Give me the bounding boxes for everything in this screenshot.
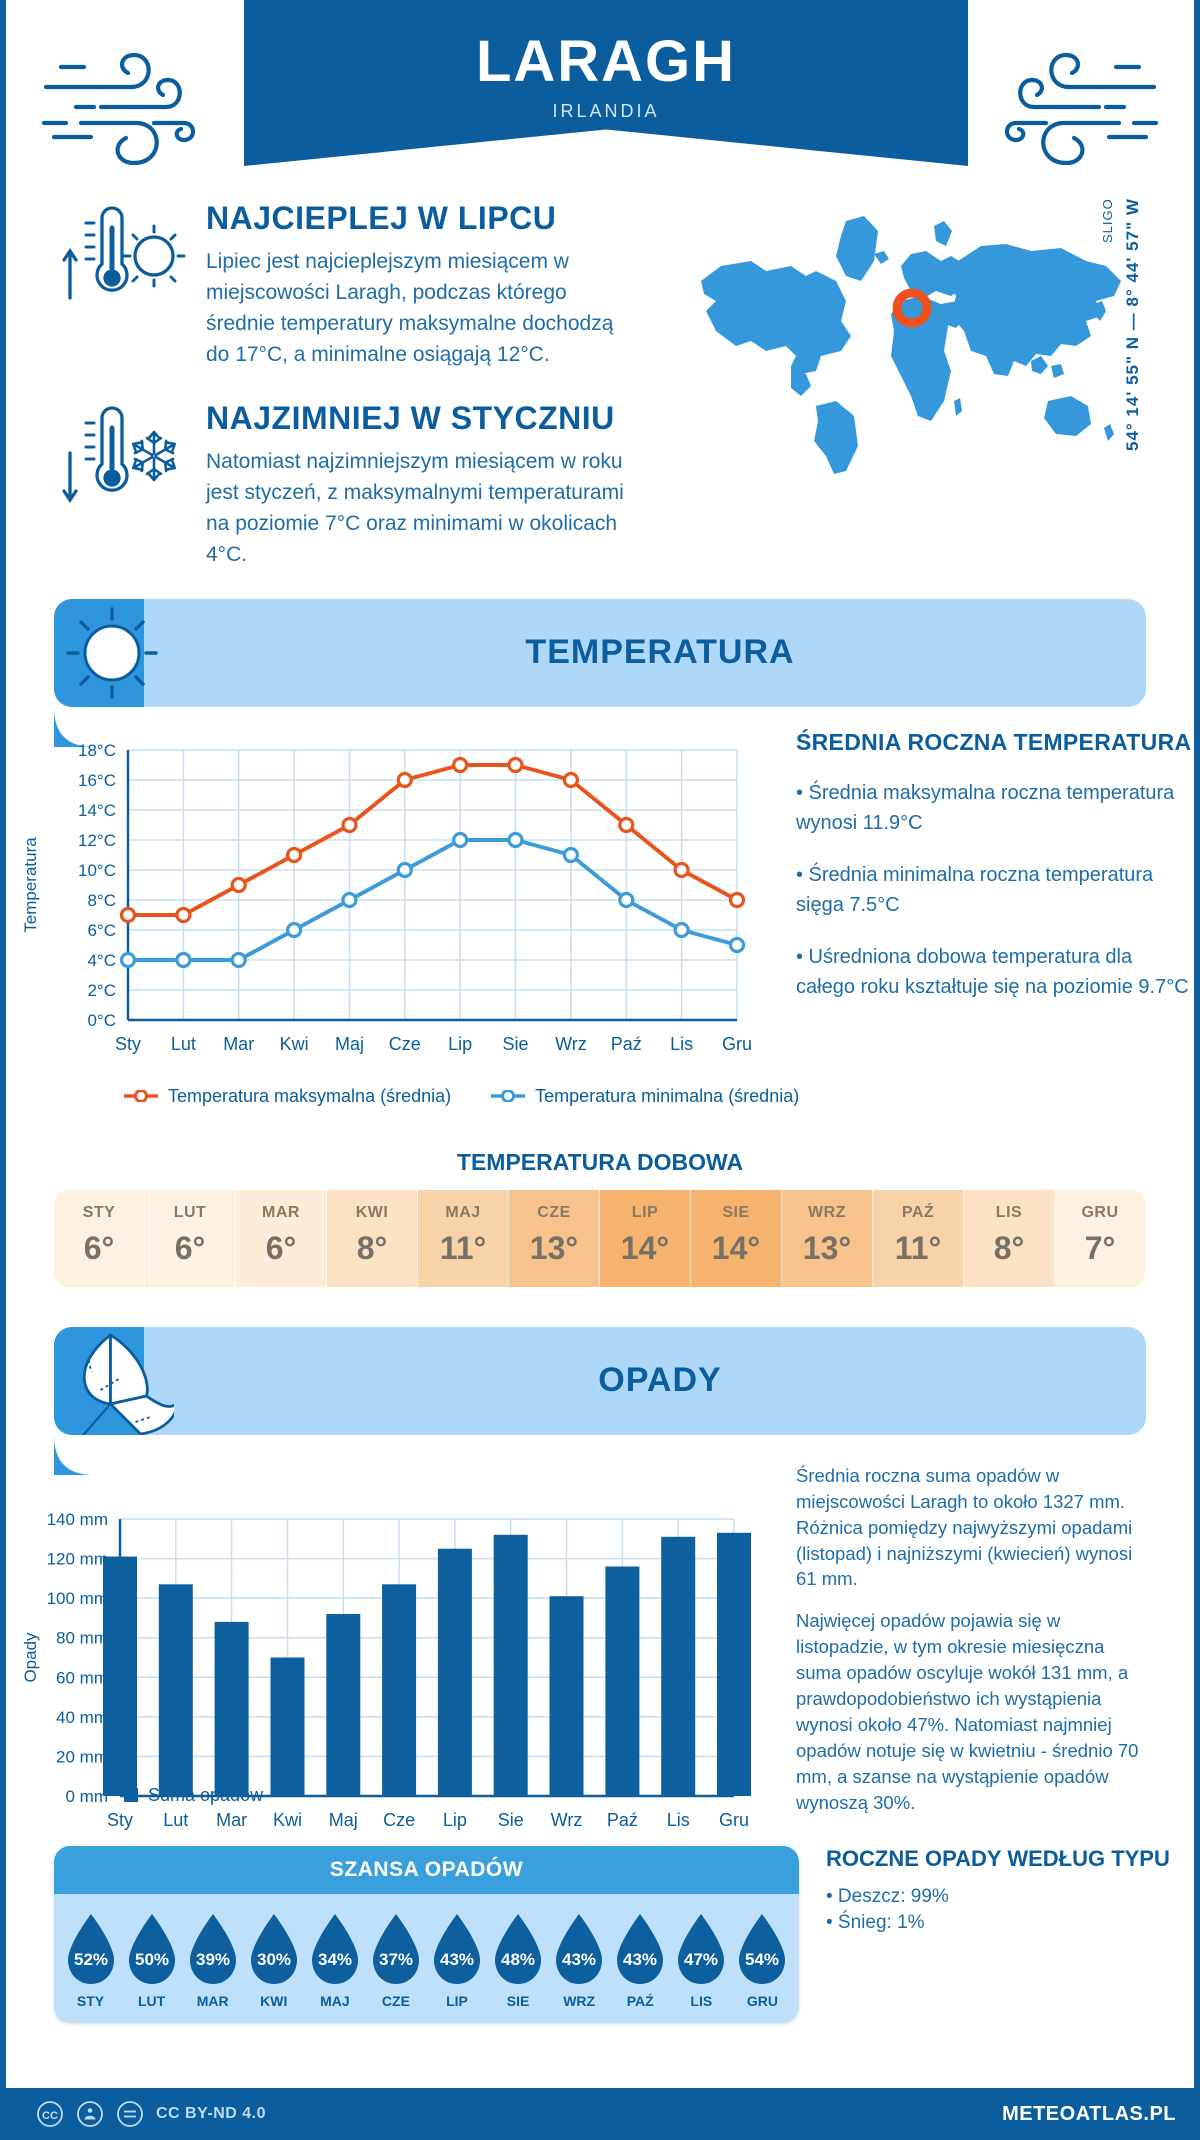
svg-text:47%: 47% [684, 1950, 718, 1969]
svg-text:50%: 50% [135, 1950, 169, 1969]
svg-text:48%: 48% [501, 1950, 535, 1969]
svg-text:43%: 43% [440, 1950, 474, 1969]
svg-text:54%: 54% [745, 1950, 779, 1969]
svg-text:39%: 39% [196, 1950, 230, 1969]
svg-text:52%: 52% [74, 1950, 108, 1969]
svg-text:CC: CC [42, 2110, 58, 2122]
svg-text:43%: 43% [623, 1950, 657, 1969]
svg-text:30%: 30% [257, 1950, 291, 1969]
svg-text:43%: 43% [562, 1950, 596, 1969]
svg-text:34%: 34% [318, 1950, 352, 1969]
svg-text:37%: 37% [379, 1950, 413, 1969]
